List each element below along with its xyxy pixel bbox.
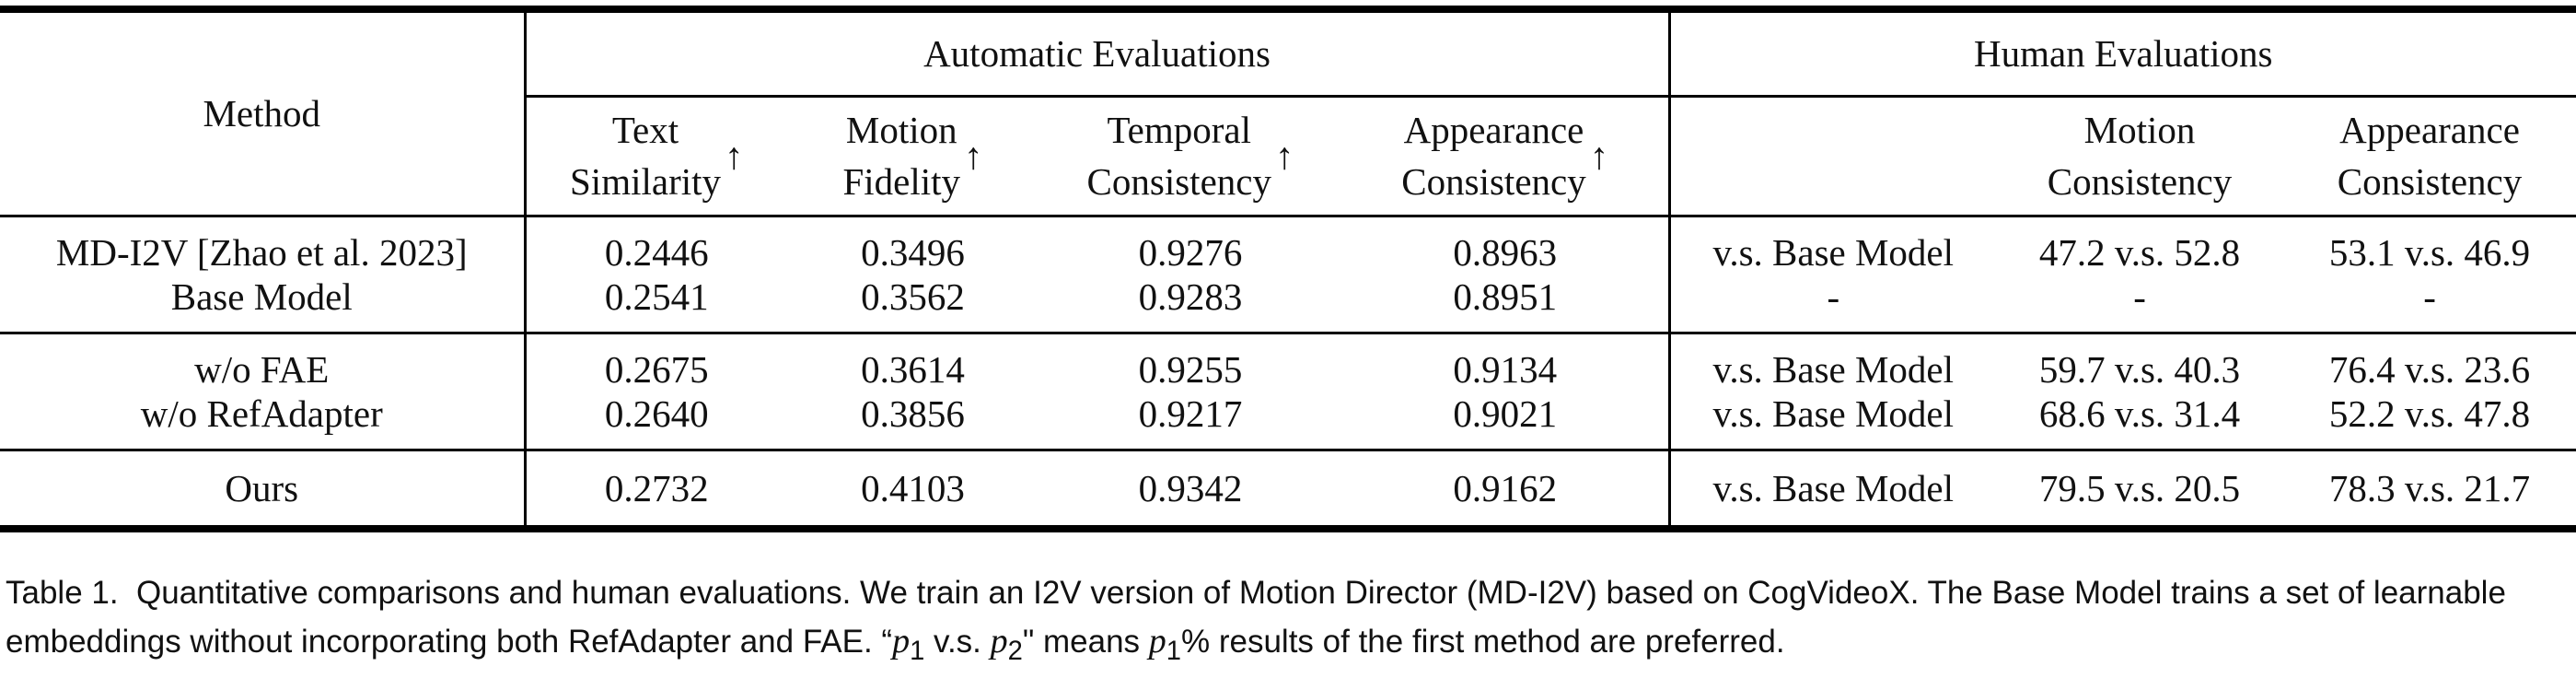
caption-math-sub: 2 xyxy=(1007,637,1023,666)
cell-human-appearance: 52.2 v.s. 47.8 xyxy=(2328,392,2531,435)
row-method: MD-I2V [Zhao et al. 2023] xyxy=(0,214,525,275)
cell-appearance-consistency: 0.8951 xyxy=(1453,275,1558,318)
cell-human-appearance: 78.3 v.s. 21.7 xyxy=(2283,448,2576,532)
cell-appearance-consistency: 0.8963 xyxy=(1342,214,1670,275)
metric-appearance-consistency: Appearance Consistency ↑ xyxy=(1342,96,1669,216)
method-header: Method xyxy=(0,6,525,216)
caption-text: " means xyxy=(1022,624,1149,660)
cell-appearance-consistency: 0.9021 xyxy=(1453,392,1558,435)
cell-human-appearance: - xyxy=(2423,275,2436,318)
row-method: Base Model xyxy=(170,275,353,318)
cell-temporal-consistency: 0.9255 xyxy=(1039,331,1342,392)
table-caption: Table 1. Quantitative comparisons and hu… xyxy=(6,569,2570,675)
cell-motion-fidelity: 0.3562 xyxy=(861,275,965,318)
metric-human-appearance-consistency: Appearance Consistency xyxy=(2283,96,2576,216)
up-arrow-icon: ↑ xyxy=(964,134,983,177)
metric-line: Consistency xyxy=(1086,160,1271,203)
cell-text-similarity: 0.2732 xyxy=(523,448,787,532)
table-row: MD-I2V [Zhao et al. 2023] 0.2446 0.3496 … xyxy=(0,214,2576,275)
cell-comparison: v.s. Base Model xyxy=(1667,331,1997,392)
metric-temporal-consistency: Temporal Consistency ↑ xyxy=(1039,96,1342,216)
cell-human-motion: 68.6 v.s. 31.4 xyxy=(2038,392,2241,435)
metric-text-similarity: Text Similarity ↑ xyxy=(523,96,787,216)
cell-human-motion: 79.5 v.s. 20.5 xyxy=(1996,448,2284,532)
caption-math: p xyxy=(990,622,1008,660)
caption-math-sub: 1 xyxy=(1166,637,1181,666)
metric-line: Consistency xyxy=(1401,160,1586,203)
cell-temporal-consistency: 0.9217 xyxy=(1138,392,1243,435)
row-method: w/o RefAdapter xyxy=(140,392,383,435)
caption-text: % results of the first method are prefer… xyxy=(1181,624,1785,660)
cell-human-motion: 59.7 v.s. 40.3 xyxy=(1996,331,2284,392)
caption-text: Quantitative comparisons and human evalu… xyxy=(6,575,2506,660)
cell-temporal-consistency: 0.9276 xyxy=(1039,214,1342,275)
group-automatic-evaluations: Automatic Evaluations xyxy=(523,6,1670,98)
cell-human-appearance: 76.4 v.s. 23.6 xyxy=(2283,331,2576,392)
results-table: Method Automatic Evaluations Human Evalu… xyxy=(0,6,2576,532)
table-row: w/o RefAdapter 0.2640 0.3856 0.9217 0.90… xyxy=(0,391,2576,450)
metric-comparison-blank xyxy=(1667,96,1997,216)
metric-line: Motion xyxy=(2083,109,2196,151)
up-arrow-icon: ↑ xyxy=(1589,134,1609,177)
cell-temporal-consistency: 0.9342 xyxy=(1039,448,1342,532)
caption-math-sub: 1 xyxy=(910,637,925,666)
metric-line: Temporal xyxy=(1107,109,1251,151)
cell-human-appearance: 53.1 v.s. 46.9 xyxy=(2283,214,2576,275)
group-auto-label: Automatic Evaluations xyxy=(923,32,1271,76)
up-arrow-icon: ↑ xyxy=(725,134,744,177)
metric-human-motion-consistency: Motion Consistency xyxy=(1996,96,2283,216)
group-human-evaluations: Human Evaluations xyxy=(1667,6,2576,98)
cell-human-motion: - xyxy=(2133,275,2146,318)
cell-temporal-consistency: 0.9283 xyxy=(1138,275,1243,318)
metric-line: Consistency xyxy=(2337,160,2523,203)
table-row: w/o FAE 0.2675 0.3614 0.9255 0.9134 v.s.… xyxy=(0,331,2576,392)
row-method: Ours xyxy=(0,448,525,532)
cell-motion-fidelity: 0.3614 xyxy=(787,331,1039,392)
cell-comparison: v.s. Base Model xyxy=(1667,214,1997,275)
cell-text-similarity: 0.2541 xyxy=(523,274,787,333)
metric-line: Similarity xyxy=(570,160,721,203)
table-row: Base Model 0.2541 0.3562 0.9283 0.8951 -… xyxy=(0,274,2576,333)
metric-line: Appearance xyxy=(1403,109,1584,151)
cell-motion-fidelity: 0.3856 xyxy=(861,392,965,435)
metric-line: Appearance xyxy=(2339,109,2520,151)
caption-label: Table 1. xyxy=(6,575,119,611)
cell-comparison: v.s. Base Model xyxy=(1667,448,1997,532)
cell-text-similarity: 0.2640 xyxy=(523,391,787,450)
header-row-groups: Method Automatic Evaluations Human Evalu… xyxy=(0,6,2576,216)
row-method: w/o FAE xyxy=(0,331,525,392)
metric-line: Fidelity xyxy=(842,160,961,203)
metric-line: Text xyxy=(611,109,679,151)
caption-text: v.s. xyxy=(924,624,991,660)
cell-human-motion: 47.2 v.s. 52.8 xyxy=(1996,214,2284,275)
method-header-label: Method xyxy=(203,92,321,135)
metric-line: Motion xyxy=(845,109,957,151)
metric-line: Consistency xyxy=(2047,160,2233,203)
cell-text-similarity: 0.2675 xyxy=(523,331,787,392)
cell-appearance-consistency: 0.9134 xyxy=(1342,331,1670,392)
cell-comparison: - xyxy=(1667,274,1997,333)
cell-motion-fidelity: 0.3496 xyxy=(787,214,1039,275)
cell-motion-fidelity: 0.4103 xyxy=(787,448,1039,532)
up-arrow-icon: ↑ xyxy=(1274,134,1294,177)
caption-math: p xyxy=(892,622,911,660)
cell-appearance-consistency: 0.9162 xyxy=(1342,448,1670,532)
table-row-ours: Ours 0.2732 0.4103 0.9342 0.9162 v.s. Ba… xyxy=(0,448,2576,532)
cell-comparison: v.s. Base Model xyxy=(1667,391,1997,450)
group-human-label: Human Evaluations xyxy=(1974,32,2273,76)
header-row-metrics: Text Similarity ↑ Motion Fidelity ↑ Temporal… xyxy=(0,96,2576,216)
metric-motion-fidelity: Motion Fidelity ↑ xyxy=(787,96,1039,216)
cell-text-similarity: 0.2446 xyxy=(523,214,787,275)
caption-math: p xyxy=(1148,622,1166,660)
